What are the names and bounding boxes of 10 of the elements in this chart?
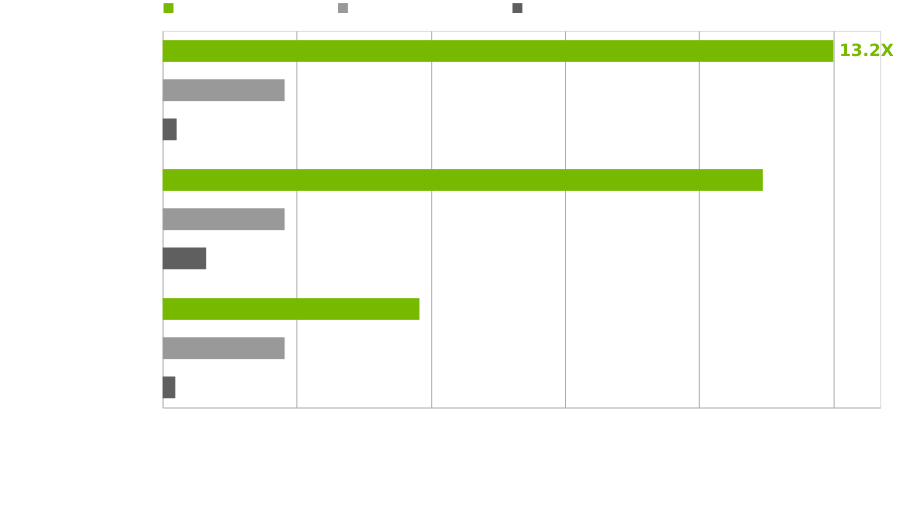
bar xyxy=(162,247,206,270)
bar xyxy=(162,208,285,230)
bar xyxy=(162,118,177,140)
bar xyxy=(162,376,176,398)
bar xyxy=(162,169,763,191)
bar xyxy=(162,298,420,320)
text: 13.2X xyxy=(839,40,894,60)
bar xyxy=(162,40,834,62)
bar xyxy=(162,337,285,360)
bar xyxy=(162,79,285,102)
